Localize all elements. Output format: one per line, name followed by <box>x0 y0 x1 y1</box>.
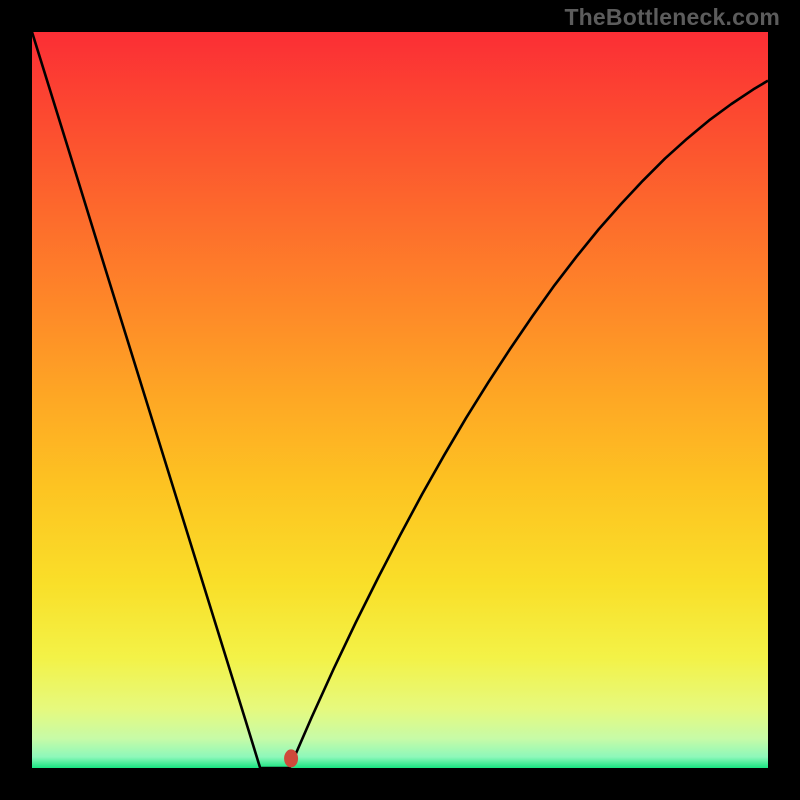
bottleneck-curve <box>32 32 768 768</box>
chart-frame: TheBottleneck.com <box>0 0 800 800</box>
watermark-text: TheBottleneck.com <box>564 4 780 31</box>
curve-overlay <box>32 32 768 768</box>
plot-area <box>32 32 768 768</box>
valley-marker <box>284 749 298 767</box>
